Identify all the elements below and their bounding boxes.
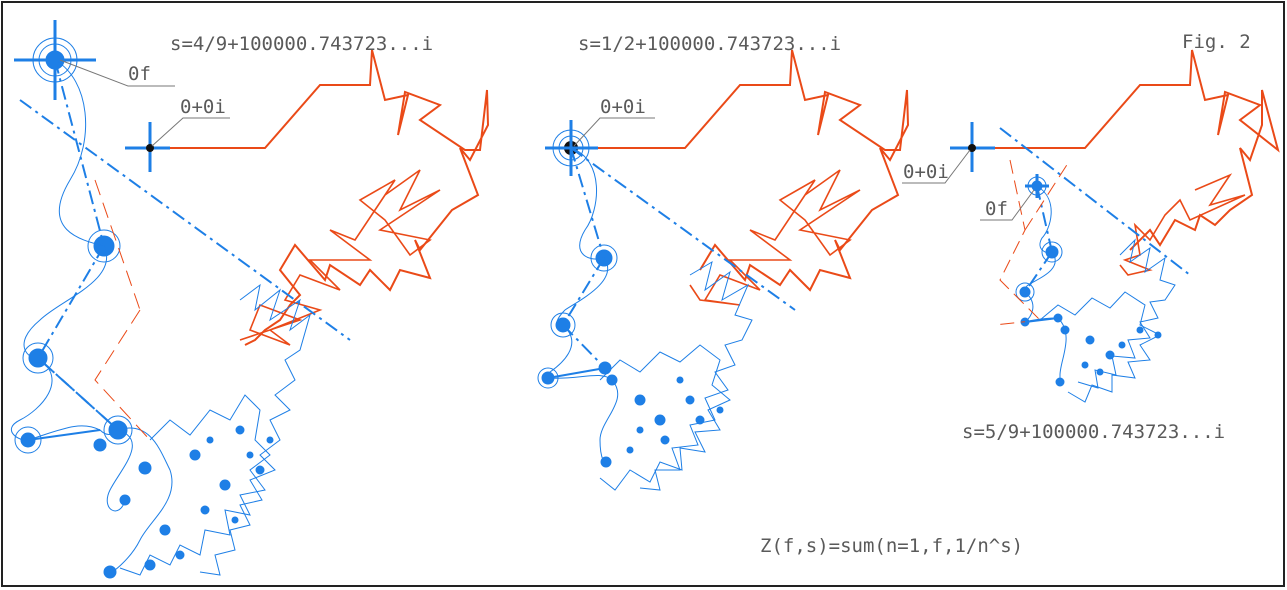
panel-3-end-label: 0f <box>985 198 1008 220</box>
panel-2-spirals <box>537 129 724 468</box>
panel-1-end-segment <box>27 429 101 441</box>
panel-3-end-leader <box>980 189 1035 221</box>
panel-3-end-crosshair <box>1025 174 1049 198</box>
panel-3-wiggle-cloud <box>1077 238 1176 389</box>
panel-3-end-segment <box>1024 317 1059 323</box>
panel-1-s-label: s=4/9+100000.743723...i <box>170 33 433 55</box>
panel-2-spiral-curves <box>544 147 619 464</box>
panel-3-guide-2 <box>1024 159 1071 231</box>
panel-3-origin-label: 0+0i <box>903 161 949 183</box>
panel-2-end-segment <box>547 367 606 379</box>
panel-2-origin-crosshair <box>545 120 598 176</box>
panel-2-wiggle-cloud <box>639 260 753 491</box>
panel-1-dashdot <box>19 59 351 431</box>
figure-label: Fig. 2 <box>1182 31 1251 53</box>
panel-3-dashdot <box>999 127 1191 293</box>
panel-2-origin-leader <box>573 117 655 147</box>
panel-3-origin-leader <box>902 149 971 184</box>
panel-1-end-label: 0f <box>128 63 151 85</box>
panel-1-zeta-path <box>150 49 490 346</box>
formula-text: Z(f,s)=sum(n=1,f,1/n^s) <box>760 535 1023 557</box>
panel-1-wiggle-cloud <box>199 283 311 576</box>
panel-2-origin-label: 0+0i <box>600 96 646 118</box>
panel-1-spirals <box>14 37 274 579</box>
panel-2-zeta-path <box>572 49 910 292</box>
panel-2: s=1/2+100000.743723...i 0+0i <box>537 33 910 491</box>
panel-2-wiggle-cloud-2 <box>599 344 731 491</box>
panel-1-origin-crosshair <box>125 122 170 172</box>
panel-1-guide-2 <box>94 309 151 441</box>
panel-2-zeta-tangle <box>689 169 861 306</box>
panel-3: 0+0i 0f s=5/9+100000.743723...i <box>902 49 1280 443</box>
panel-3-zeta-tangle <box>1119 173 1246 276</box>
panel-2-s-label: s=1/2+100000.743723...i <box>578 33 841 55</box>
panel-1-origin-leader <box>151 117 230 147</box>
panel-1-origin-label: 0+0i <box>180 96 226 118</box>
panel-1-end-crosshair <box>14 20 96 100</box>
panel-1-end-leader <box>59 59 175 87</box>
panel-2-dashdot <box>562 147 796 369</box>
panel-3-s-label: s=5/9+100000.743723...i <box>962 421 1225 443</box>
panel-3-wiggle-cloud-2 <box>1039 291 1162 403</box>
panel-3-spirals <box>1015 176 1162 387</box>
panel-1-wiggle-cloud-2 <box>119 394 271 576</box>
panel-1: s=4/9+100000.743723...i 0+0i 0f <box>11 20 490 579</box>
panel-3-origin-crosshair <box>950 122 995 172</box>
panel-1-spiral-curves <box>11 59 173 573</box>
panel-1-zeta-tangle <box>239 169 441 346</box>
panel-3-zeta-path <box>972 49 1280 251</box>
